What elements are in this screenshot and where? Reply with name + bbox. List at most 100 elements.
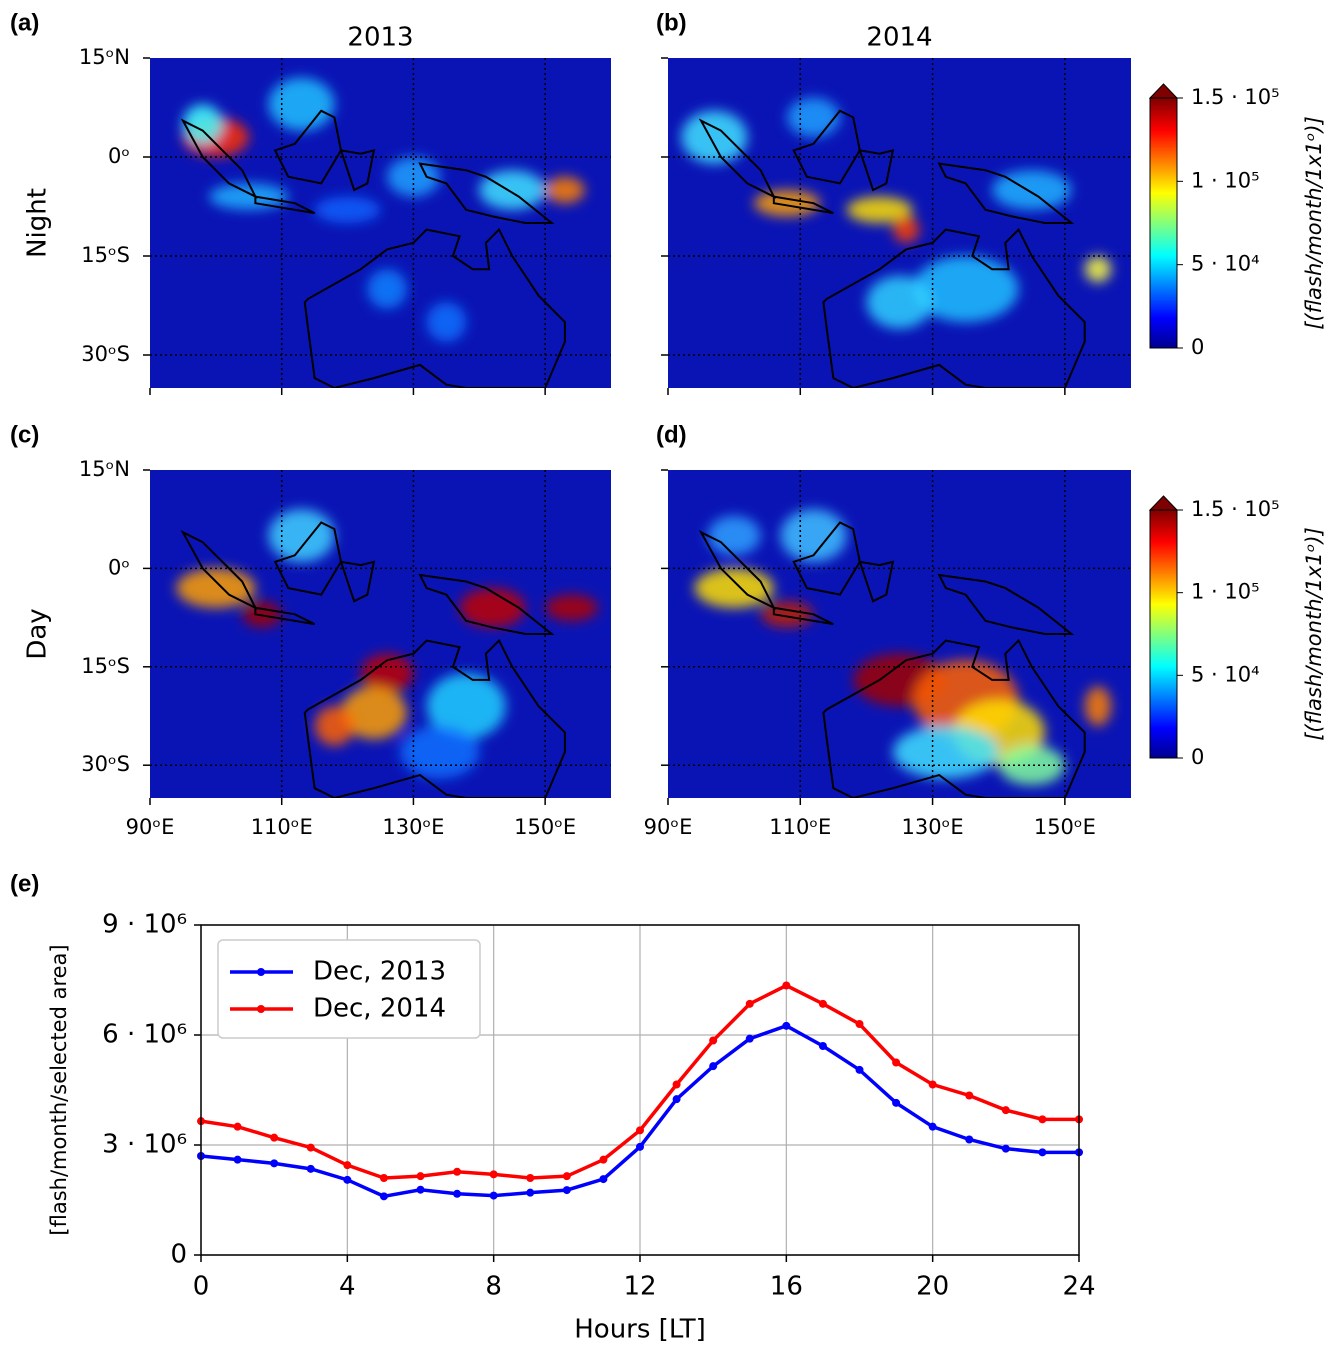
series-marker [270, 1133, 279, 1142]
density-blob [242, 601, 282, 628]
lightning-density [694, 509, 1112, 785]
coastline [822, 638, 1086, 798]
series-marker [745, 1034, 754, 1043]
density-blob [681, 110, 748, 164]
coastline [858, 560, 895, 603]
density-blob [400, 725, 480, 779]
density-blob [426, 302, 467, 342]
series-marker [453, 1167, 462, 1176]
density-blob [780, 509, 847, 562]
series-marker [489, 1191, 498, 1200]
density-blob [893, 725, 999, 779]
colorbar-tick-label: 1.5 · 10⁵ [1191, 85, 1280, 109]
panel-label: (d) [656, 421, 687, 448]
density-blob [459, 587, 526, 628]
map-panel [150, 470, 611, 798]
density-blob [367, 269, 407, 309]
colorbar-extend [1148, 83, 1179, 99]
series-marker [306, 1143, 315, 1152]
coastline [937, 573, 1075, 635]
colorbar [1149, 509, 1178, 759]
x-tick-label: 0 [193, 1272, 210, 1302]
x-axis-label: Hours [LT] [574, 1315, 706, 1345]
density-blob [1084, 686, 1112, 726]
density-blob [912, 256, 1019, 322]
lat-tick-label: 30ᵒS [81, 752, 130, 776]
lat-tick-label: 15ᵒS [81, 654, 130, 678]
series-marker [782, 1021, 791, 1030]
y-axis-label: [flash/month/selected area] [47, 944, 71, 1235]
coastline [339, 560, 376, 603]
series-marker [709, 1036, 718, 1045]
panel-label: (a) [10, 9, 39, 36]
density-blob [545, 176, 585, 204]
series-marker [636, 1142, 644, 1151]
series-marker [1038, 1115, 1047, 1124]
series-marker [1001, 1106, 1010, 1115]
series-marker [416, 1172, 425, 1181]
series-marker [562, 1186, 571, 1195]
density-blob [268, 509, 335, 562]
lon-tick-label: 150ᵒE [514, 815, 576, 839]
x-tick-label: 8 [485, 1272, 502, 1302]
coastline [937, 162, 1075, 224]
series-marker [599, 1175, 608, 1184]
lon-tick-label: 150ᵒE [1034, 815, 1096, 839]
series-marker [562, 1172, 571, 1181]
series-marker [599, 1155, 608, 1164]
colorbar-label: [(flash/month/1x1ᵒ)] [1302, 527, 1326, 741]
series-marker [855, 1065, 864, 1074]
coastline [273, 521, 343, 596]
coastline [418, 573, 555, 635]
colorbar-label: [(flash/month/1x1ᵒ)] [1302, 116, 1326, 330]
series-marker [1001, 1144, 1010, 1153]
legend-label: Dec, 2013 [313, 957, 446, 987]
lat-tick-label: 15ᵒS [81, 243, 130, 267]
series-marker [709, 1062, 718, 1071]
series-marker [892, 1058, 901, 1067]
coastline [303, 227, 566, 388]
series-marker [892, 1098, 901, 1107]
coastline [273, 109, 343, 185]
lon-tick-label: 110ᵒE [251, 815, 313, 839]
map-panel [150, 58, 611, 388]
density-blob [998, 745, 1065, 785]
legend-marker [257, 968, 265, 976]
density-blob [182, 104, 223, 144]
density-blob [754, 190, 821, 217]
colorbar [1149, 97, 1178, 349]
x-tick-label: 20 [916, 1272, 949, 1302]
series-marker [306, 1164, 315, 1173]
series-marker [343, 1175, 352, 1184]
lon-tick-label: 110ᵒE [769, 815, 831, 839]
coastline [772, 195, 834, 215]
panel-label: (e) [10, 870, 39, 897]
lat-tick-label: 0ᵒ [108, 555, 130, 579]
y-tick-label: 3 · 10⁶ [102, 1130, 187, 1160]
density-blob [787, 97, 840, 138]
y-tick-label: 6 · 10⁶ [102, 1020, 187, 1050]
panel-label: (b) [656, 9, 687, 36]
lat-tick-label: 15ᵒN [79, 45, 130, 69]
panel-title: 2014 [866, 23, 932, 53]
density-blob [866, 275, 933, 329]
series-marker [672, 1095, 681, 1104]
density-blob [479, 170, 546, 210]
series-marker [233, 1122, 242, 1131]
series-marker [526, 1188, 535, 1197]
density-blob [426, 673, 506, 740]
series-marker [965, 1135, 974, 1144]
density-blob [707, 515, 761, 556]
density-blob [314, 196, 381, 223]
lon-tick-label: 90ᵒE [126, 815, 175, 839]
legend-marker [257, 1005, 265, 1013]
series-marker [928, 1122, 937, 1131]
x-tick-label: 16 [770, 1272, 803, 1302]
lat-tick-label: 30ᵒS [81, 342, 130, 366]
series-marker [416, 1185, 425, 1194]
coastline [858, 149, 895, 192]
panel-label: (c) [10, 421, 39, 448]
series-marker [489, 1170, 498, 1179]
coastline [254, 195, 316, 215]
